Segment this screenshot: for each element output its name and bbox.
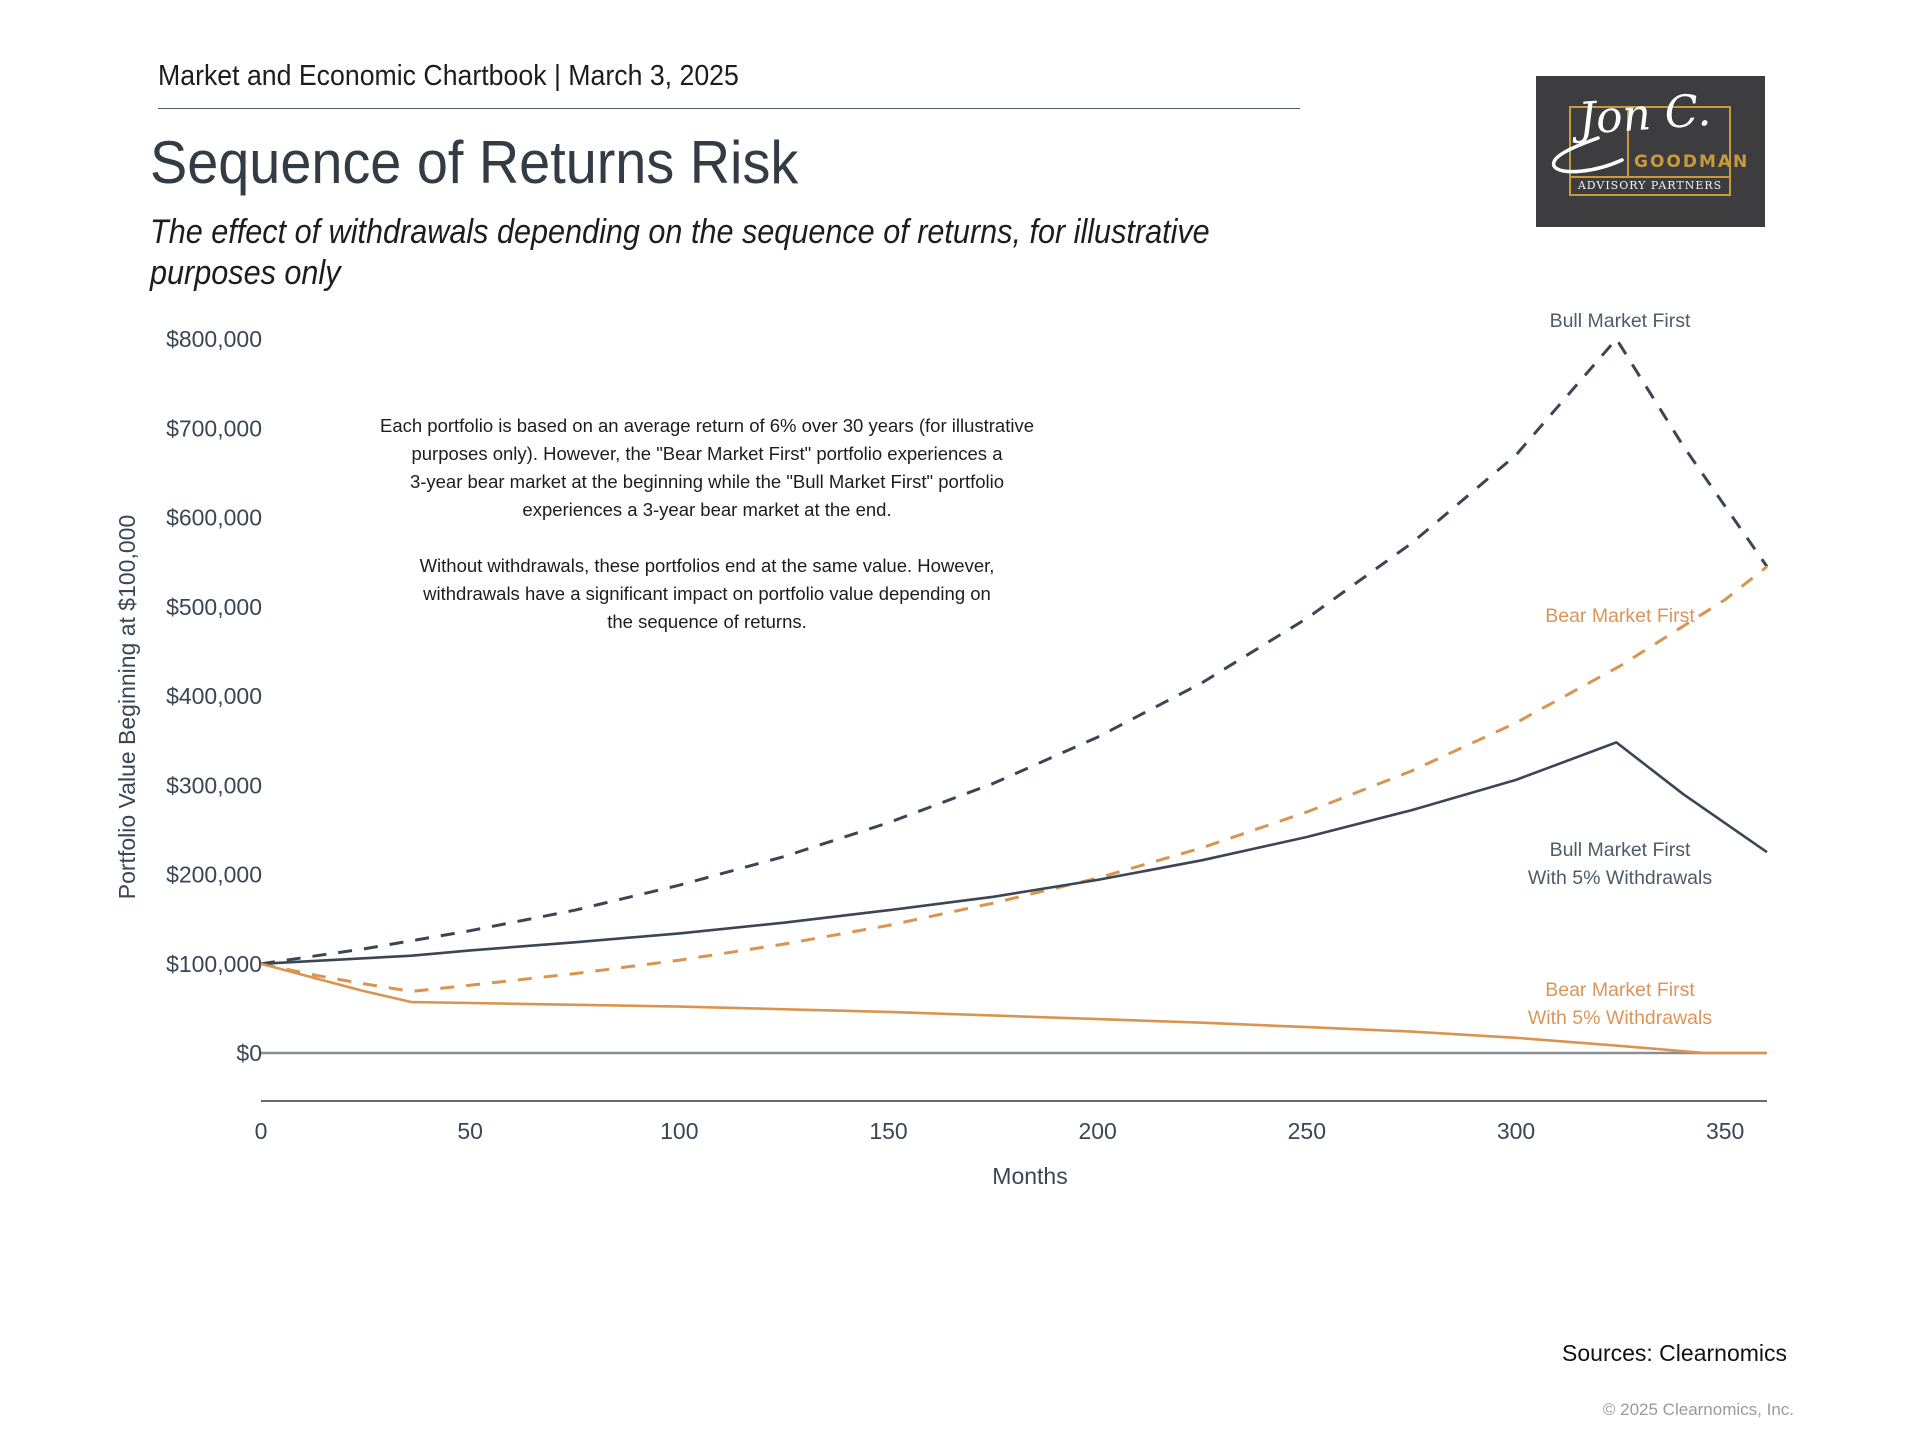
x-tick-label: 350 — [1706, 1118, 1744, 1144]
series-label: With 5% Withdrawals — [1528, 1007, 1712, 1029]
y-tick-label: $300,000 — [166, 772, 262, 798]
y-tick-label: $0 — [236, 1040, 262, 1066]
annotation-line: experiences a 3-year bear market at the … — [522, 499, 891, 520]
series-line-2 — [260, 565, 1768, 993]
series-label: With 5% Withdrawals — [1528, 867, 1712, 889]
series-label: Bear Market First — [1545, 979, 1695, 1001]
logo-divider-vertical — [1627, 108, 1629, 176]
y-tick-label: $700,000 — [166, 415, 262, 441]
series-line-1 — [260, 337, 1769, 966]
y-tick-label: $800,000 — [166, 326, 262, 352]
series-line-3 — [260, 741, 1768, 966]
page-subtitle: The effect of withdrawals depending on t… — [150, 213, 1210, 292]
series-line-4 — [260, 962, 1767, 1055]
y-tick-label: $200,000 — [166, 862, 262, 888]
chart-annotation: Each portfolio is based on an average re… — [380, 415, 1034, 632]
header-divider — [158, 108, 1300, 109]
sources-note: Sources: Clearnomics — [1562, 1340, 1787, 1366]
y-tick-label: $500,000 — [166, 594, 262, 620]
annotation-line: Each portfolio is based on an average re… — [380, 415, 1034, 436]
x-tick-label: 200 — [1078, 1118, 1116, 1144]
y-tick-label: $600,000 — [166, 505, 262, 531]
company-logo: GOODMAN ADVISORY PARTNERS Jon C. — [1536, 76, 1765, 227]
logo-tagline: ADVISORY PARTNERS — [1577, 179, 1723, 192]
x-axis-title: Months — [992, 1163, 1067, 1189]
chartbook-kicker: Market and Economic Chartbook | March 3,… — [158, 60, 739, 92]
annotation-line: the sequence of returns. — [607, 611, 807, 632]
x-tick-label: 300 — [1497, 1118, 1535, 1144]
series-label: Bull Market First — [1550, 310, 1691, 332]
chart-axes: $0 $100,000 $200,000 $300,000 $400,000 $500,0… — [166, 326, 1767, 1144]
series-label: Bull Market First — [1550, 839, 1691, 861]
logo-brand: GOODMAN — [1634, 152, 1750, 172]
y-tick-label: $100,000 — [166, 951, 262, 977]
y-tick-label: $400,000 — [166, 683, 262, 709]
x-tick-label: 50 — [457, 1118, 483, 1144]
logo-divider-horizontal — [1571, 176, 1729, 178]
annotation-line: Without withdrawals, these portfolios en… — [420, 555, 995, 576]
chart-series — [260, 337, 1769, 1055]
y-axis-title: Portfolio Value Beginning at $100,000 — [114, 515, 140, 899]
x-tick-label: 100 — [660, 1118, 698, 1144]
chart-series-labels: Bull Market First Bear Market First Bull M… — [1528, 310, 1712, 1029]
page-title: Sequence of Returns Risk — [150, 129, 799, 196]
x-tick-label: 250 — [1288, 1118, 1326, 1144]
signature-flourish-icon — [1552, 136, 1624, 174]
copyright-note: © 2025 Clearnomics, Inc. — [1602, 1400, 1794, 1419]
x-tick-label: 0 — [255, 1118, 268, 1144]
x-tick-label: 150 — [869, 1118, 907, 1144]
annotation-line: purposes only). However, the "Bear Marke… — [411, 443, 1003, 464]
series-label: Bear Market First — [1545, 605, 1695, 627]
annotation-line: withdrawals have a significant impact on… — [422, 583, 991, 604]
annotation-line: 3-year bear market at the beginning whil… — [410, 471, 1004, 492]
